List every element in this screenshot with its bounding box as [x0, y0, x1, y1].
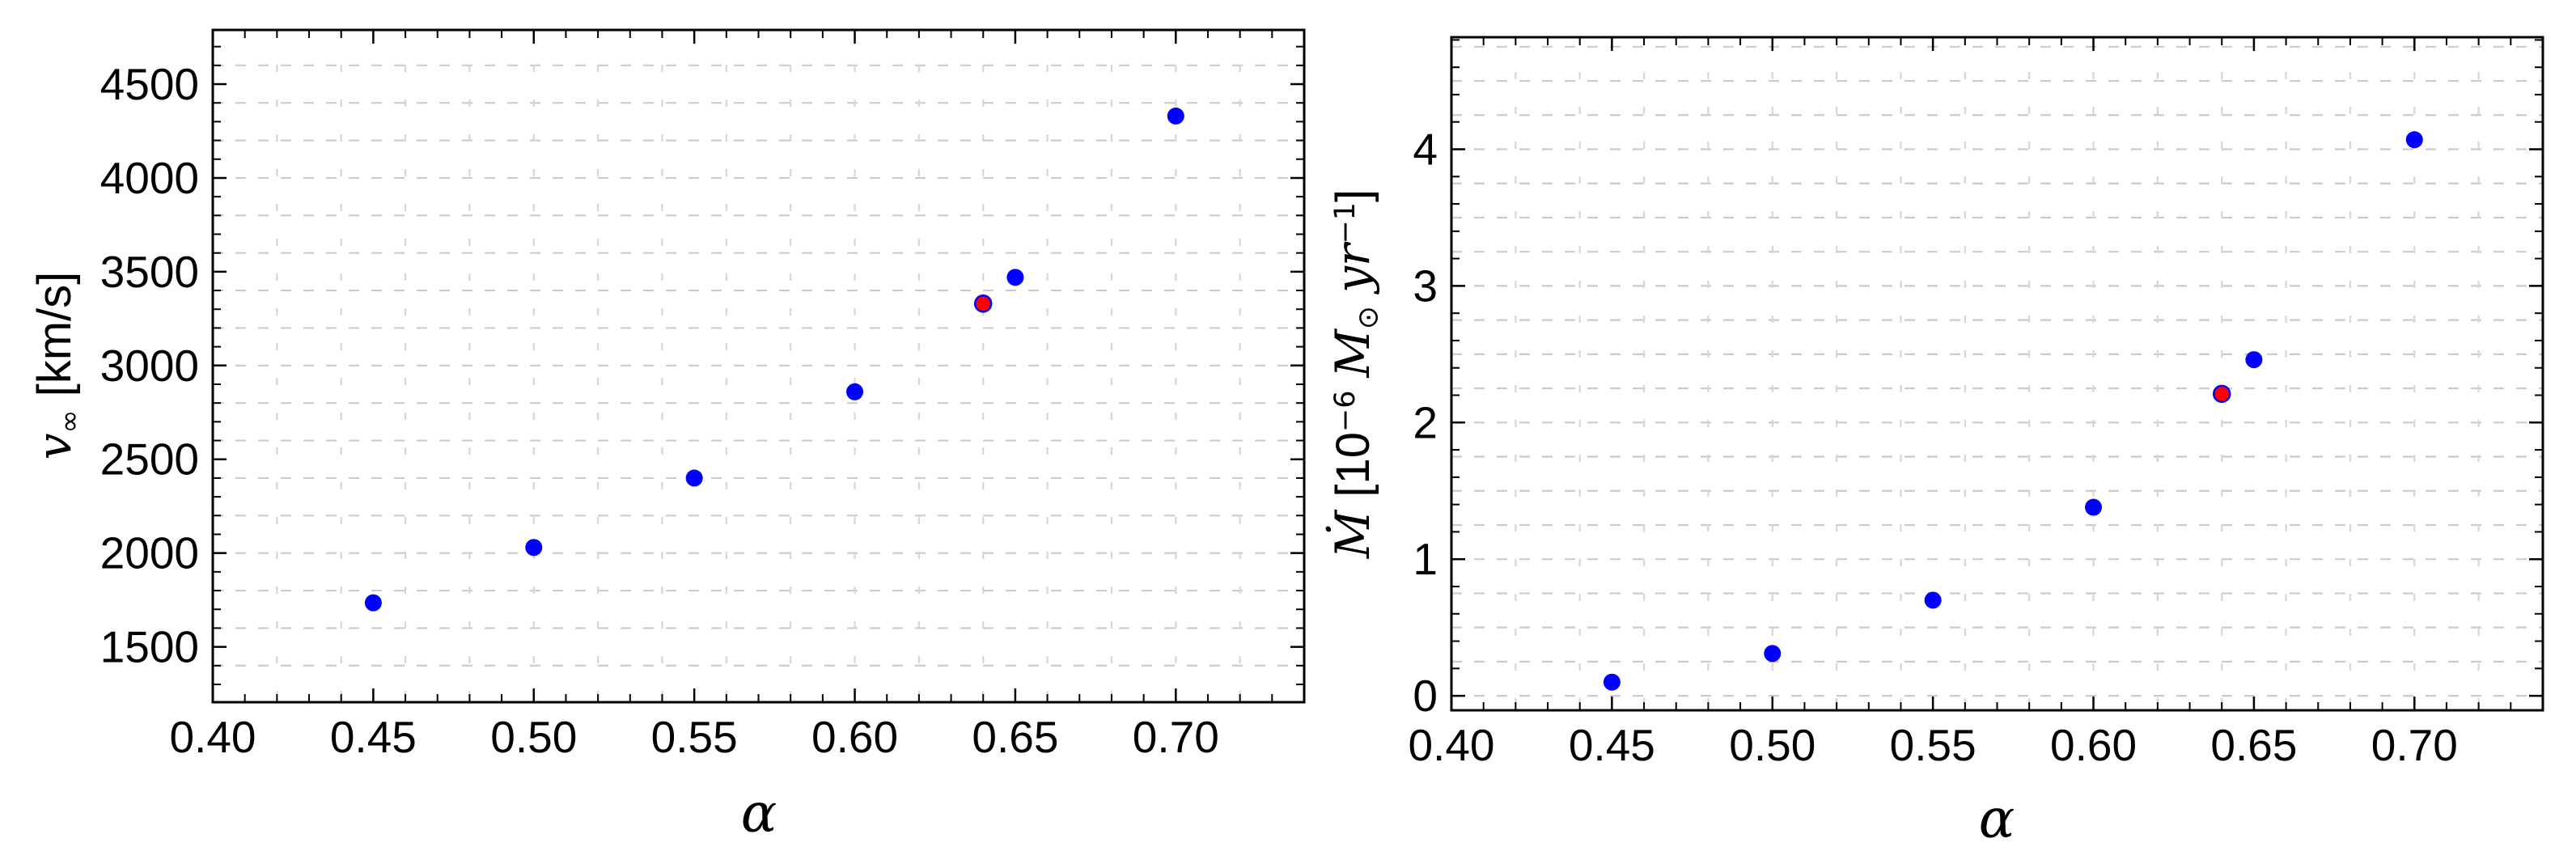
data-point [1764, 645, 1782, 663]
y-tick-label: 3 [1413, 260, 1438, 311]
x-tick-label: 0.65 [972, 712, 1058, 762]
x-tick-label: 0.65 [2210, 720, 2297, 770]
y-tick-label: 2 [1413, 397, 1438, 447]
y-tick-label: 1500 [100, 622, 199, 672]
data-point [1006, 269, 1024, 286]
data-point [846, 383, 864, 400]
y-axis-label-part: M [1324, 329, 1380, 378]
y-axis-label-part [1327, 293, 1379, 306]
x-tick-label: 0.50 [1729, 720, 1815, 770]
x-tick-label: 0.60 [811, 712, 898, 762]
x-tick-label: 0.40 [169, 712, 256, 762]
y-axis-label-part: [km/s] [28, 271, 81, 410]
data-point [2405, 131, 2423, 149]
x-tick-label: 0.40 [1408, 720, 1494, 770]
x-tick-label: 0.45 [330, 712, 417, 762]
y-axis-label-part: v [26, 433, 82, 460]
x-tick-label: 0.45 [1569, 720, 1655, 770]
right-x-axis-label: α [1978, 787, 2015, 850]
left-plot: 0.40 0.45 0.50 0.55 0.60 0.65 0.70 1500 2000 2500… [100, 28, 1306, 762]
y-axis-label-part: Ṁ [1324, 510, 1380, 559]
data-point [2085, 498, 2103, 516]
data-point [364, 594, 382, 612]
y-axis-label-part [1327, 378, 1379, 391]
data-point [525, 539, 543, 557]
left-y-axis-label: v∞ [km/s] [27, 271, 87, 460]
x-tick-label: 0.55 [1890, 720, 1976, 770]
y-axis-label-part: ⊙ [1352, 305, 1385, 330]
y-tick-label: 4000 [100, 153, 199, 203]
y-axis-label-part: yr [1324, 244, 1380, 293]
data-point [685, 469, 703, 487]
data-point [1924, 591, 1942, 609]
y-tick-label: 3000 [100, 341, 199, 391]
plot-frame [1450, 36, 2544, 712]
x-tick-label: 0.60 [2050, 720, 2137, 770]
highlighted-data-point [2212, 384, 2231, 404]
x-tick-label: 0.50 [490, 712, 577, 762]
data-point [2245, 351, 2263, 369]
left-x-axis-label: α [740, 781, 777, 845]
right-plot: 0.40 0.45 0.50 0.55 0.60 0.65 0.70 0 1 2 3 4 [1408, 36, 2544, 770]
x-tick-label: 0.55 [651, 712, 738, 762]
y-tick-label: 2500 [100, 434, 199, 485]
x-tick-label: 0.70 [1133, 712, 1219, 762]
data-point [1167, 107, 1184, 125]
y-tick-label: 4 [1413, 124, 1438, 174]
highlighted-data-point [973, 294, 993, 313]
y-tick-label: 1 [1413, 534, 1438, 584]
right-y-axis-label: Ṁ [10−6 M⊙ yr−1] [1325, 188, 1385, 558]
y-axis-label-part: ] [1326, 188, 1379, 203]
y-axis-label-part: ∞ [53, 409, 87, 434]
x-tick-label: 0.70 [2371, 720, 2458, 770]
y-tick-label: 4500 [100, 59, 199, 109]
y-tick-label: 3500 [100, 247, 199, 297]
y-axis-label-part: −6 [1328, 390, 1362, 432]
y-axis-label-part: [10 [1326, 431, 1379, 510]
y-axis-label-part: −1 [1328, 202, 1362, 244]
data-point [1603, 673, 1621, 691]
plot-frame [211, 28, 1306, 704]
y-tick-label: 2000 [100, 528, 199, 578]
y-tick-label: 0 [1413, 671, 1438, 721]
